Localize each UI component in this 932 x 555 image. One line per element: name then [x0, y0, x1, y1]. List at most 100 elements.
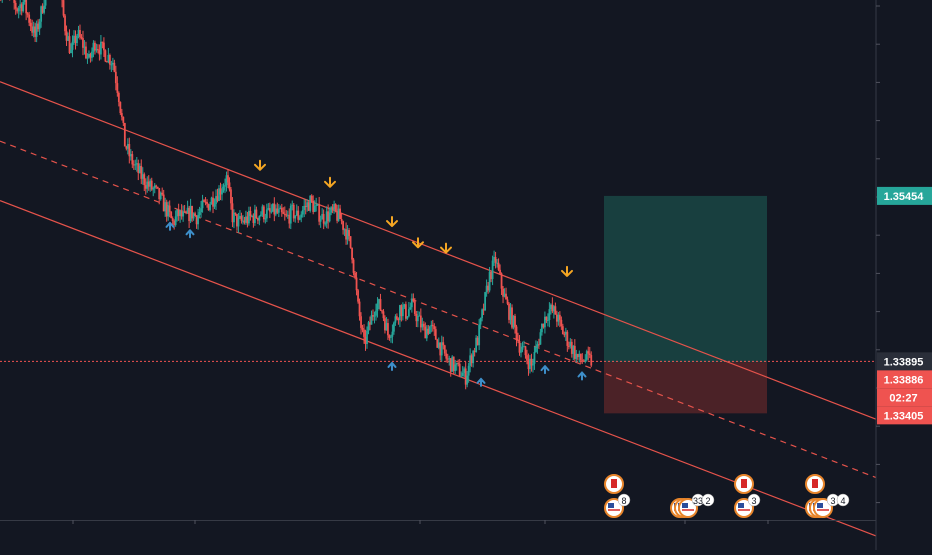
candle-body [548, 309, 550, 320]
candle-body [393, 323, 395, 332]
candle-body [534, 352, 536, 364]
candle-body [314, 206, 316, 212]
candle-body [492, 261, 494, 279]
candle-body [197, 215, 199, 224]
candle-body [290, 206, 292, 224]
candle-body [433, 326, 435, 329]
price-label-1: 1.35454 [884, 191, 925, 203]
candle-body [119, 102, 121, 113]
candle-body [442, 342, 444, 345]
candle-body [432, 325, 434, 326]
candle-body [468, 366, 470, 376]
event-count: 8 [621, 496, 626, 506]
event-count: 3 [830, 496, 835, 506]
candle-body [151, 181, 153, 190]
candle-body [300, 214, 302, 217]
candle-body [362, 328, 364, 330]
candle-body [348, 230, 350, 236]
candle-body [584, 360, 586, 361]
candle-body [371, 315, 373, 325]
us-flag-canton [682, 503, 688, 508]
candle-body [363, 330, 365, 337]
candle-body [294, 216, 296, 219]
candle-body [229, 182, 231, 189]
candle-body [329, 213, 331, 222]
candle-body [264, 218, 266, 219]
candle-body [357, 290, 359, 301]
candle-body [412, 299, 414, 302]
candle-body [113, 63, 115, 72]
candle-body [281, 208, 283, 212]
candle-body [356, 278, 358, 291]
candle-body [269, 208, 271, 211]
candle-body [63, 0, 65, 16]
candle-body [115, 72, 117, 83]
candle-body [517, 340, 519, 341]
candle-body [392, 332, 394, 337]
candle-body [28, 15, 30, 23]
candle-body [224, 185, 226, 187]
candle-body [457, 363, 459, 364]
candle-body [199, 212, 201, 215]
candle-body [520, 350, 522, 353]
candle-body [354, 273, 356, 278]
candle-body [514, 316, 516, 327]
candle-body [435, 329, 437, 339]
candle-body [87, 57, 89, 58]
candle-body [390, 337, 392, 338]
candle-body [39, 22, 41, 29]
candle-body [320, 219, 322, 221]
candle-body [255, 210, 257, 218]
candle-body [459, 364, 461, 377]
candle-body [375, 311, 377, 316]
candle-body [194, 213, 196, 215]
candle-body [381, 310, 383, 311]
candle-body [97, 49, 99, 50]
target-zone[interactable] [604, 196, 767, 362]
candle-body [91, 52, 93, 58]
candle-body [478, 325, 480, 346]
candle-body [499, 270, 501, 274]
canada-flag-leaf [741, 479, 747, 488]
candle-body [460, 376, 462, 377]
candle-body [143, 174, 145, 185]
us-flag-canton [817, 503, 823, 508]
candle-body [366, 331, 368, 344]
candle-body [554, 306, 556, 314]
candle-body [238, 218, 240, 227]
candle-body [82, 38, 84, 48]
candle-body [562, 326, 564, 334]
candle-body [250, 211, 252, 216]
candle-body [76, 36, 78, 43]
candle-body [100, 42, 102, 55]
stop-zone[interactable] [604, 362, 767, 413]
event-extra-count: 4 [840, 496, 845, 506]
candle-body [466, 376, 468, 385]
canada-flag-leaf [812, 479, 818, 488]
candle-body [377, 303, 379, 310]
candle-body [481, 309, 483, 318]
price-label-3: 1.33886 [884, 374, 924, 386]
candle-body [109, 55, 111, 65]
candle-body [131, 154, 133, 164]
candle-body [311, 196, 313, 201]
candle-body [350, 236, 352, 248]
candle-body [589, 354, 591, 355]
candle-body [157, 187, 159, 188]
candle-body [507, 300, 509, 304]
candle-body [124, 123, 126, 146]
candle-body [402, 307, 404, 316]
candle-body [429, 326, 431, 333]
candle-body [81, 37, 83, 38]
candle-body [152, 188, 154, 189]
candle-body [134, 164, 136, 165]
candle-body [590, 355, 592, 366]
price-axis-background [876, 0, 932, 550]
event-count: 33 [693, 496, 703, 506]
candle-body [25, 0, 27, 13]
candle-body [121, 113, 123, 117]
candle-body [122, 117, 124, 123]
price-label-2: 1.33895 [884, 356, 924, 368]
